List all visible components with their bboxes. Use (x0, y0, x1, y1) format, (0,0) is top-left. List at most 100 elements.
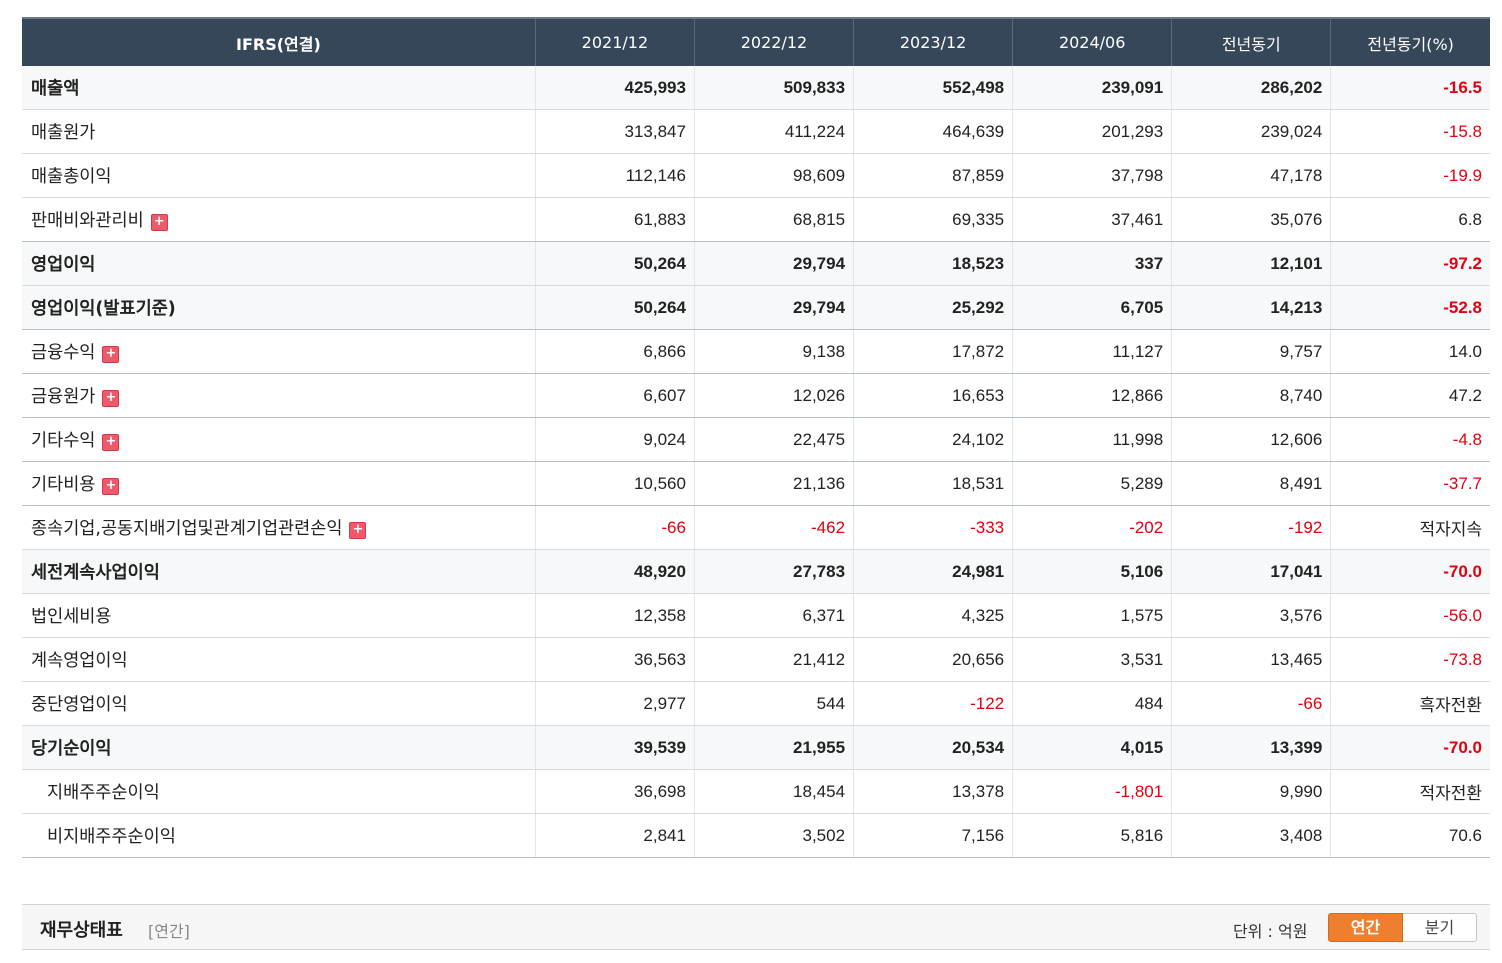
value-cell: 5,816 (1012, 813, 1172, 858)
value-cell: 21,136 (693, 461, 854, 506)
value-cell: 12,866 (1012, 373, 1172, 418)
value-cell: -56.0 (1330, 593, 1490, 638)
table-header-row: IFRS(연결) 2021/12 2022/12 2023/12 2024/06 전년동기… (22, 17, 1490, 66)
row-label: 매출원가 (31, 123, 96, 143)
row-label-cell: 종속기업,공동지배기업및관계기업관련손익 + (22, 505, 536, 550)
value-cell: 9,990 (1171, 769, 1331, 814)
value-cell: 239,091 (1012, 66, 1172, 110)
value-cell: 112,146 (534, 153, 695, 198)
balance-sheet-section-bar: 재무상태표 [연간] 단위 : 억원 연간 분기 (22, 904, 1490, 950)
value-cell: 39,539 (534, 725, 695, 770)
value-cell: 13,378 (853, 769, 1013, 814)
value-cell: 22,475 (693, 417, 854, 462)
value-cell: 18,523 (853, 241, 1013, 286)
value-cell: 48,920 (534, 549, 695, 594)
value-cell: 18,531 (853, 461, 1013, 506)
value-cell: 37,798 (1012, 153, 1172, 198)
row-label: 매출액 (31, 79, 80, 99)
value-cell: 24,102 (853, 417, 1013, 462)
table-row: 비지배주주순이익 2,841 3,502 7,156 5,816 3,408 70.6 (22, 813, 1490, 858)
row-label: 법인세비용 (31, 607, 112, 627)
value-cell: 12,026 (693, 373, 854, 418)
value-cell: 21,955 (693, 725, 854, 770)
value-cell: -70.0 (1330, 549, 1490, 594)
row-label-cell: 기타비용 + (22, 461, 536, 506)
value-cell: -4.8 (1330, 417, 1490, 462)
value-cell: 98,609 (693, 153, 854, 198)
value-cell: 20,656 (853, 637, 1013, 682)
value-cell: 21,412 (693, 637, 854, 682)
table-row: 기타수익 +9,024 22,475 24,102 11,998 12,606 -4.8 (22, 417, 1490, 462)
value-cell: 47,178 (1171, 153, 1331, 198)
row-label: 계속영업이익 (31, 651, 128, 671)
value-cell: -122 (853, 681, 1013, 726)
value-cell: -1,801 (1012, 769, 1172, 814)
value-cell: 484 (1012, 681, 1172, 726)
value-cell: 11,998 (1012, 417, 1172, 462)
value-cell: 12,606 (1171, 417, 1331, 462)
value-cell: -37.7 (1330, 461, 1490, 506)
row-label-cell: 금융원가 + (22, 373, 536, 418)
value-cell: 20,534 (853, 725, 1013, 770)
value-cell: 2,977 (534, 681, 695, 726)
annual-toggle-button[interactable]: 연간 (1328, 913, 1403, 942)
value-cell: 61,883 (534, 197, 695, 242)
header-column: 전년동기(%) (1330, 17, 1490, 66)
plus-icon[interactable]: + (102, 478, 120, 495)
plus-icon[interactable]: + (150, 214, 168, 231)
value-cell: -97.2 (1330, 241, 1490, 286)
value-cell: 464,639 (853, 109, 1013, 154)
table-row: 영업이익 50,264 29,794 18,523 337 12,101 -97.2 (22, 241, 1490, 286)
row-label: 판매비와관리비 (31, 211, 144, 231)
table-row: 지배주주순이익 36,698 18,454 13,378 -1,801 9,990 적자전환 (22, 769, 1490, 814)
value-cell: 적자지속 (1330, 505, 1490, 550)
row-label: 중단영업이익 (31, 695, 128, 715)
value-cell: 8,491 (1171, 461, 1331, 506)
table-row: 종속기업,공동지배기업및관계기업관련손익 + -66 -462 -333 -202 -192… (22, 505, 1490, 550)
value-cell: -192 (1171, 505, 1331, 550)
plus-icon[interactable]: + (102, 346, 120, 363)
period-toggle: 연간 분기 (1328, 913, 1477, 942)
row-label-cell: 금융수익 + (22, 329, 536, 374)
value-cell: 11,127 (1012, 329, 1172, 374)
value-cell: 3,502 (693, 813, 854, 858)
value-cell: 13,399 (1171, 725, 1331, 770)
row-label-cell: 매출액 (22, 66, 536, 110)
row-label: 기타수익 (31, 431, 96, 451)
table-row: 세전계속사업이익 48,920 27,783 24,981 5,106 17,041 -70… (22, 549, 1490, 594)
value-cell: 5,289 (1012, 461, 1172, 506)
value-cell: 36,563 (534, 637, 695, 682)
table-row: 법인세비용 12,358 6,371 4,325 1,575 3,576 -56.0 (22, 593, 1490, 638)
value-cell: 2,841 (534, 813, 695, 858)
value-cell: 24,981 (853, 549, 1013, 594)
value-cell: 37,461 (1012, 197, 1172, 242)
row-label-cell: 매출총이익 (22, 153, 536, 198)
value-cell: 6,371 (693, 593, 854, 638)
income-statement-table-wrap: IFRS(연결) 2021/12 2022/12 2023/12 2024/06 전년동기… (22, 17, 1490, 858)
value-cell: 47.2 (1330, 373, 1490, 418)
row-label-cell: 법인세비용 (22, 593, 536, 638)
value-cell: -66 (534, 505, 695, 550)
row-label-cell: 판매비와관리비 + (22, 197, 536, 242)
table-row: 계속영업이익 36,563 21,412 20,656 3,531 13,465 -73.8 (22, 637, 1490, 682)
row-label-cell: 비지배주주순이익 (22, 813, 536, 858)
header-column: 전년동기 (1171, 17, 1331, 66)
plus-icon[interactable]: + (102, 390, 120, 407)
row-label: 기타비용 (31, 475, 96, 495)
row-label-cell: 지배주주순이익 (22, 769, 536, 814)
table-row: 중단영업이익 2,977 544 -122 484 -66 흑자전환 (22, 681, 1490, 726)
plus-icon[interactable]: + (102, 434, 120, 451)
row-label-cell: 영업이익 (22, 241, 536, 286)
value-cell: 적자전환 (1330, 769, 1490, 814)
header-column: 2024/06 (1012, 17, 1172, 66)
row-label: 비지배주주순이익 (47, 827, 176, 847)
row-label-cell: 매출원가 (22, 109, 536, 154)
value-cell: 544 (693, 681, 854, 726)
row-label-cell: 계속영업이익 (22, 637, 536, 682)
plus-icon[interactable]: + (349, 522, 367, 539)
quarter-toggle-button[interactable]: 분기 (1403, 913, 1477, 942)
table-row: 금융수익 +6,866 9,138 17,872 11,127 9,757 14.0 (22, 329, 1490, 374)
value-cell: -202 (1012, 505, 1172, 550)
value-cell: -15.8 (1330, 109, 1490, 154)
row-label: 당기순이익 (31, 739, 112, 759)
